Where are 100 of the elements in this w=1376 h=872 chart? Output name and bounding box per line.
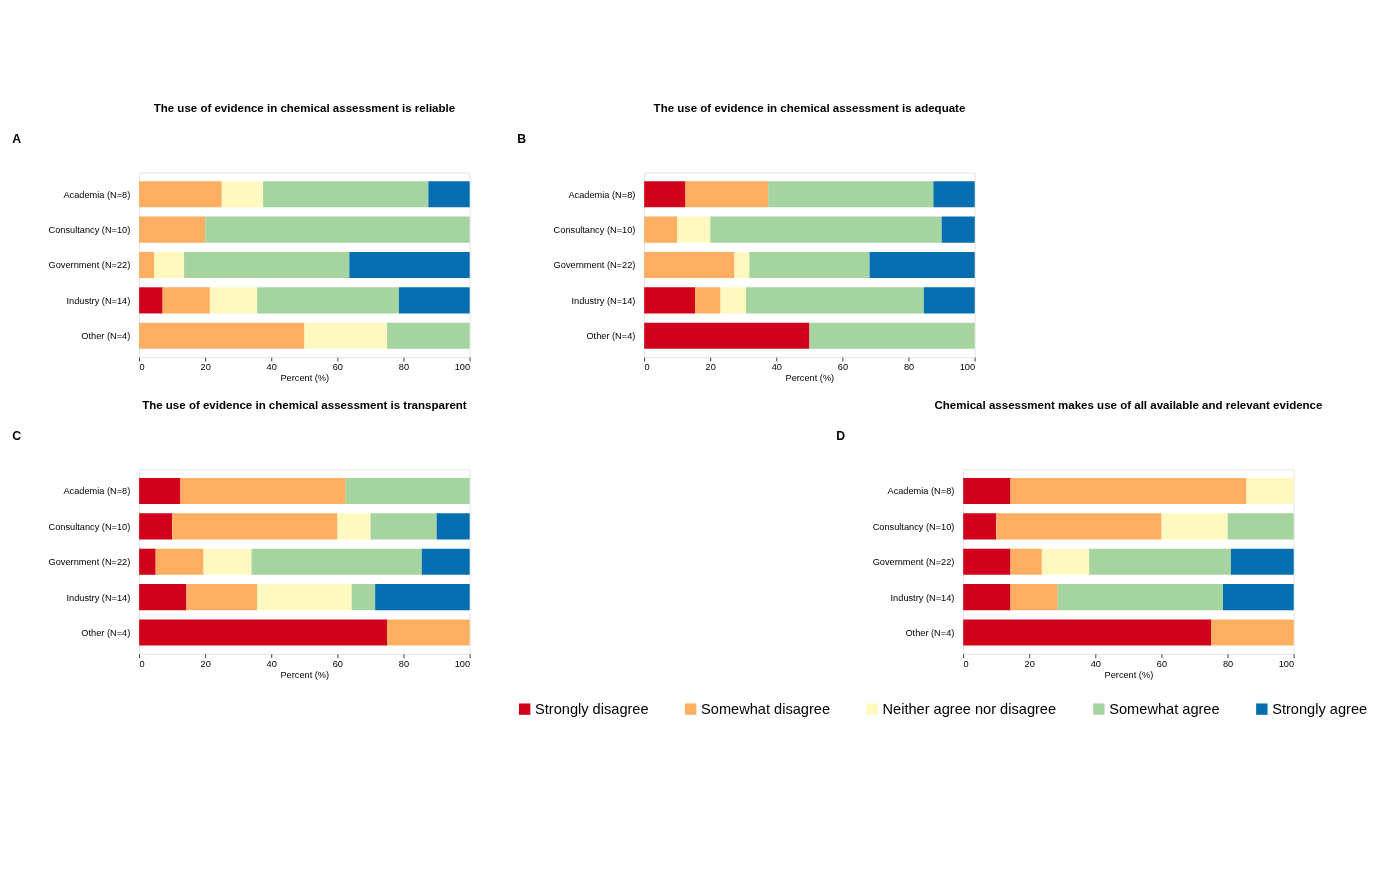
x-tick-label: 60	[1156, 658, 1168, 669]
bar	[139, 181, 222, 208]
bar	[745, 287, 924, 314]
x-tick-label: 100	[1278, 658, 1295, 669]
text: B	[517, 131, 527, 146]
bar	[1089, 548, 1231, 575]
bar	[139, 477, 181, 505]
y-tick-label: Government (N=22)	[48, 260, 131, 271]
text: D	[836, 428, 846, 443]
y-tick-label: Government (N=22)	[872, 557, 955, 568]
bar	[162, 287, 210, 314]
bar	[923, 287, 975, 314]
bar	[345, 477, 470, 505]
bar	[139, 251, 155, 279]
bar	[963, 584, 1011, 611]
y-tick-label: Consultancy (N=10)	[872, 521, 955, 532]
legend-label: Neither agree nor disagree	[882, 700, 1057, 717]
text: A	[12, 131, 22, 146]
y-tick-label: Consultancy (N=10)	[48, 521, 131, 532]
x-tick-label: 100	[959, 361, 976, 372]
x-tick-label: 20	[200, 361, 211, 372]
y-tick-label: Academia (N=8)	[568, 189, 636, 200]
x-tick-label: 80	[1222, 658, 1234, 669]
bar	[139, 322, 305, 349]
legend-label: Somewhat agree	[1109, 700, 1220, 717]
y-tick-label: Industry (N=14)	[890, 592, 955, 603]
bar	[695, 287, 721, 314]
bar	[257, 584, 352, 611]
x-tick-label: 60	[332, 361, 343, 372]
y-tick-label: Other (N=4)	[586, 331, 636, 342]
bar	[1230, 548, 1294, 575]
bar	[221, 181, 264, 208]
bar	[139, 287, 163, 314]
bar	[251, 548, 422, 575]
x-tick-label: 40	[771, 361, 782, 372]
x-tick-label: 80	[398, 658, 410, 669]
bar	[1010, 584, 1058, 611]
bar	[1010, 548, 1042, 575]
chart-title: The use of evidence in chemical assessment is adequate	[653, 102, 966, 115]
x-tick-label: 60	[837, 361, 849, 372]
bar	[139, 216, 206, 243]
y-tick-label: Industry (N=14)	[66, 592, 131, 603]
bar	[677, 216, 711, 243]
bar	[428, 181, 470, 208]
bar	[351, 584, 376, 611]
y-tick-label: Other (N=4)	[81, 627, 131, 638]
legend-label: Strongly disagree	[535, 700, 649, 717]
x-tick-label: 20	[200, 658, 211, 669]
bar	[154, 251, 185, 279]
y-tick-label: Academia (N=8)	[63, 189, 131, 200]
bar	[387, 619, 470, 646]
y-tick-label: Other (N=4)	[81, 331, 131, 342]
y-tick-label: Academia (N=8)	[63, 486, 131, 497]
bar	[644, 181, 686, 208]
bar	[257, 287, 399, 314]
y-tick-label: Government (N=22)	[553, 260, 636, 271]
bar	[963, 477, 1011, 505]
bar	[370, 513, 437, 540]
bar	[963, 513, 997, 540]
x-tick-label: 0	[644, 361, 650, 372]
bar	[644, 287, 696, 314]
bar	[304, 322, 388, 349]
bar	[203, 548, 252, 575]
y-tick-label: Consultancy (N=10)	[48, 225, 131, 236]
chart-title: Chemical assessment makes use of all available and relevant evidence	[934, 398, 1324, 411]
y-tick-label: Industry (N=14)	[66, 295, 131, 306]
bar	[139, 619, 388, 646]
y-tick-label: Government (N=22)	[48, 557, 131, 568]
bar	[186, 584, 258, 611]
legend-label: Strongly agree	[1272, 700, 1368, 717]
bar	[1161, 513, 1228, 540]
legend-label: Somewhat disagree	[701, 700, 831, 717]
bar	[933, 181, 975, 208]
y-tick-label: Academia (N=8)	[887, 486, 955, 497]
bar	[1041, 548, 1090, 575]
x-axis-title: Percent (%)	[1104, 670, 1154, 681]
x-tick-label: 60	[332, 658, 343, 669]
bar	[1057, 584, 1224, 611]
bar	[375, 584, 470, 611]
x-tick-label: 20	[1024, 658, 1035, 669]
chart-title: The use of evidence in chemical assessment is transparent	[142, 398, 467, 411]
bar	[1227, 513, 1294, 540]
bar	[387, 322, 470, 349]
bar	[172, 513, 338, 540]
y-tick-label: Industry (N=14)	[571, 295, 636, 306]
x-tick-label: 80	[398, 361, 410, 372]
bar	[996, 513, 1162, 540]
bar	[734, 251, 750, 279]
bar	[963, 619, 1212, 646]
bar	[869, 251, 975, 279]
bar	[644, 322, 810, 349]
x-tick-label: 0	[963, 658, 969, 669]
bar	[644, 216, 678, 243]
y-tick-label: Consultancy (N=10)	[553, 225, 636, 236]
bar	[421, 548, 470, 575]
bar	[685, 181, 769, 208]
x-tick-label: 0	[139, 361, 145, 372]
text: C	[12, 428, 22, 443]
bar	[1010, 477, 1247, 505]
bar	[963, 548, 1011, 575]
